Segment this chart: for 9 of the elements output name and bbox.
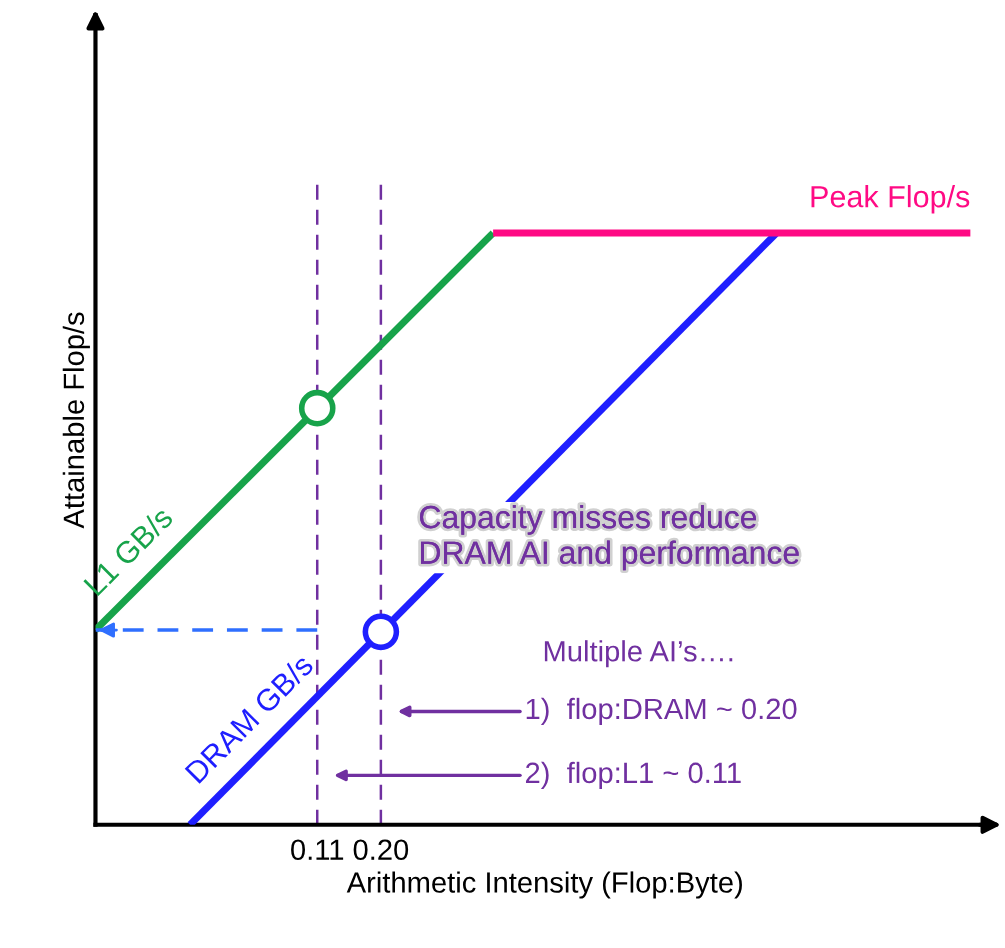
x-axis-title: Arithmetic Intensity (Flop:Byte) bbox=[346, 871, 742, 899]
y-axis-title: Attainable Flop/s bbox=[62, 312, 90, 529]
series-label: Peak Flop/s bbox=[811, 185, 970, 214]
annotation: 2) flop:L1 ~ 0.11 bbox=[525, 761, 741, 789]
annotation: 1) flop:DRAM ~ 0.20 bbox=[526, 697, 797, 726]
x-tick-label: 0.20 bbox=[353, 839, 409, 861]
annotation: Multiple AI’s…. bbox=[544, 640, 733, 668]
annotation: Capacity misses reduce DRAM AI and performance bbox=[420, 504, 799, 571]
x-tick-label: 0.11 bbox=[291, 839, 344, 861]
